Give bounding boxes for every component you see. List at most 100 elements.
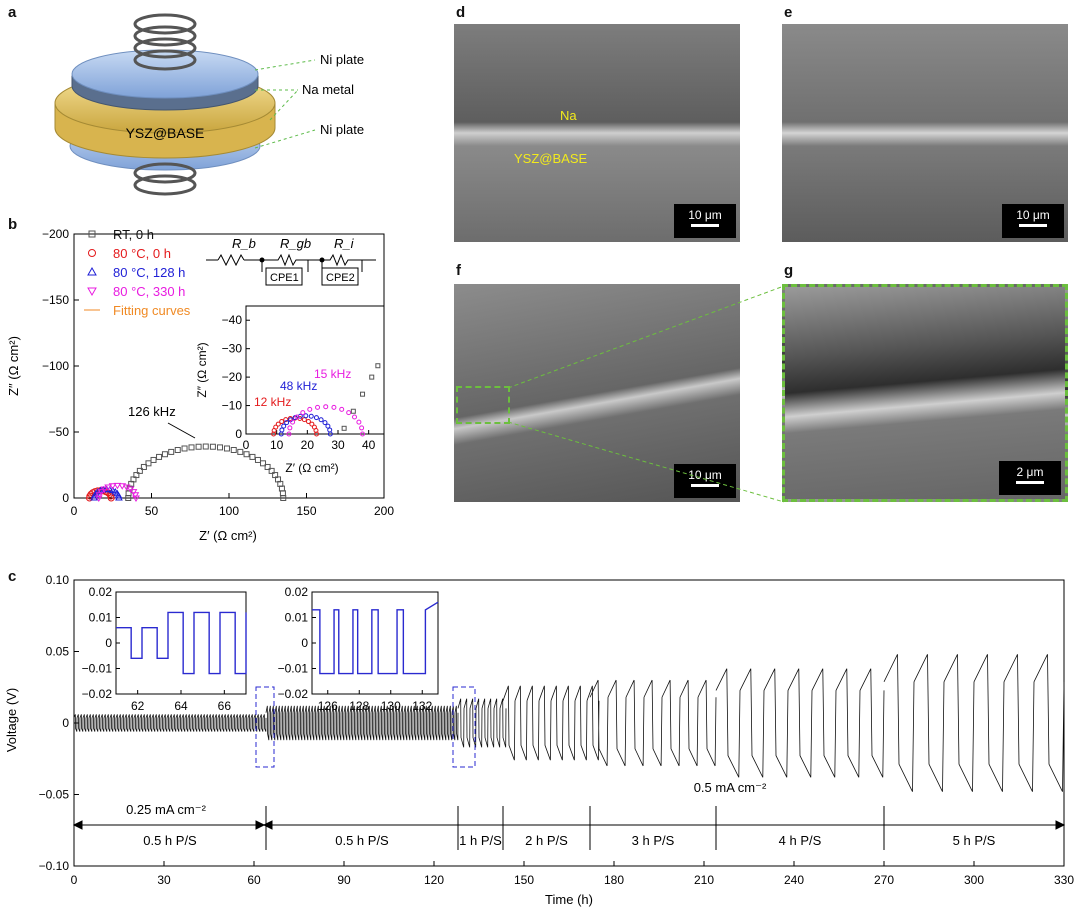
c-ylabel: Voltage (V) <box>4 688 19 752</box>
data-point <box>97 489 106 496</box>
c-inset-xtick-label: 64 <box>174 699 188 713</box>
inset-point <box>281 423 287 429</box>
b-ylabel: Z″ (Ω cm²) <box>6 336 21 396</box>
panel-letter-c: c <box>8 568 17 585</box>
data-point <box>249 453 256 460</box>
inset-ytick-label: −20 <box>222 370 243 384</box>
data-point <box>223 445 230 452</box>
data-point <box>161 451 168 458</box>
data-point <box>280 495 287 501</box>
data-point <box>168 448 175 455</box>
sem-image-g: 2 μm <box>782 284 1068 502</box>
b-xtick-label: 50 <box>145 504 159 518</box>
inset-xlabel: Z′ (Ω cm²) <box>285 461 338 475</box>
data-point <box>264 463 271 470</box>
c-inset-ytick-label: 0.02 <box>285 585 309 599</box>
inset-xtick-label: 20 <box>301 438 315 452</box>
current-label-05: 0.5 mA cm⁻² <box>694 780 767 795</box>
data-point <box>104 484 112 491</box>
segment-label: 2 h P/S <box>525 833 568 848</box>
c-inset-ytick-label: 0.02 <box>89 585 113 599</box>
c-xtick-label: 150 <box>514 873 534 887</box>
b-ytick-label: 0 <box>62 491 69 505</box>
c-inset-ytick-label: −0.01 <box>82 662 113 676</box>
c-inset-xtick-label: 128 <box>349 699 369 713</box>
inset-point <box>352 414 358 420</box>
data-point <box>136 467 143 474</box>
annotation-15khz: 15 kHz <box>314 367 351 381</box>
data-point <box>129 489 138 496</box>
scale-label-e: 10 μm <box>1016 208 1050 222</box>
inset-ytick-label: 0 <box>235 427 242 441</box>
inset-point <box>283 417 289 423</box>
circuit-cpe2: CPE2 <box>326 272 355 284</box>
circuit-rb: R_b <box>232 236 256 251</box>
data-point <box>156 453 163 460</box>
b-ytick-label: −200 <box>42 227 69 241</box>
c-ytick-label: −0.10 <box>39 859 70 873</box>
segment-label: 1 h P/S <box>459 833 502 848</box>
data-point <box>131 492 140 499</box>
panel-letter-e: e <box>784 4 793 21</box>
c-inset-xtick-label: 130 <box>381 699 401 713</box>
annotation-48khz: 48 kHz <box>280 379 317 393</box>
c-inset-ytick-label: 0.01 <box>285 611 309 625</box>
data-point <box>133 472 140 479</box>
legend-marker <box>88 249 96 257</box>
data-point <box>114 491 123 499</box>
inset-point <box>350 408 356 414</box>
b-ytick-label: −100 <box>42 359 69 373</box>
inset-point <box>300 410 306 416</box>
c-inset-trace <box>312 601 439 675</box>
b-xtick-label: 200 <box>374 504 394 518</box>
inset-ylabel: Z″ (Ω cm²) <box>195 342 209 397</box>
segment-label: 4 h P/S <box>779 833 822 848</box>
inset-point <box>315 404 321 410</box>
legend-label: RT, 0 h <box>113 227 154 242</box>
data-point <box>95 492 104 499</box>
annotation-126khz: 126 kHz <box>128 404 176 419</box>
circuit-rgb: R_gb <box>280 236 311 251</box>
c-xtick-label: 240 <box>784 873 804 887</box>
voltage-time-plot: 0 30 60 90 120 150 180 210 240 270 300 330 −0.10 −0.0… <box>4 573 1074 907</box>
inset-point <box>318 417 324 423</box>
data-point <box>243 451 250 458</box>
inset-point <box>314 431 320 437</box>
data-point <box>216 444 223 451</box>
inset-point <box>356 419 362 425</box>
inset-point <box>327 431 333 437</box>
c-xlabel: Time (h) <box>545 892 593 907</box>
data-point <box>115 494 123 501</box>
ysz-base-label: YSZ@BASE <box>126 125 205 141</box>
inset-point <box>331 404 337 410</box>
c-ytick-label: 0 <box>62 716 69 730</box>
inset-point <box>297 413 303 419</box>
c-inset-xtick-label: 132 <box>412 699 432 713</box>
c-xtick-label: 270 <box>874 873 894 887</box>
inset-point <box>323 404 329 410</box>
inset-point <box>360 431 366 437</box>
inset-frame <box>311 591 439 695</box>
legend-label: 80 °C, 128 h <box>113 265 185 280</box>
inset-point <box>322 420 328 426</box>
inset-point <box>313 415 319 421</box>
data-point <box>237 448 244 455</box>
inset-point <box>279 427 285 433</box>
c-inset-ytick-label: −0.01 <box>278 662 309 676</box>
panel-letter-d: d <box>456 4 466 21</box>
scale-label-d: 10 μm <box>688 208 722 222</box>
legend-marker <box>87 287 97 297</box>
data-point <box>195 443 202 450</box>
zoom-box-2 <box>452 686 476 768</box>
scale-bar-f: 10 μm <box>674 464 736 498</box>
data-point <box>268 467 275 474</box>
c-inset-trace <box>116 611 247 675</box>
legend-label: 80 °C, 330 h <box>113 284 185 299</box>
panel-letter-f: f <box>456 262 461 279</box>
data-point <box>181 445 188 452</box>
inset-point <box>284 420 290 426</box>
data-point <box>209 443 216 450</box>
b-xlabel: Z′ (Ω cm²) <box>199 528 257 543</box>
inset-point <box>273 424 279 430</box>
